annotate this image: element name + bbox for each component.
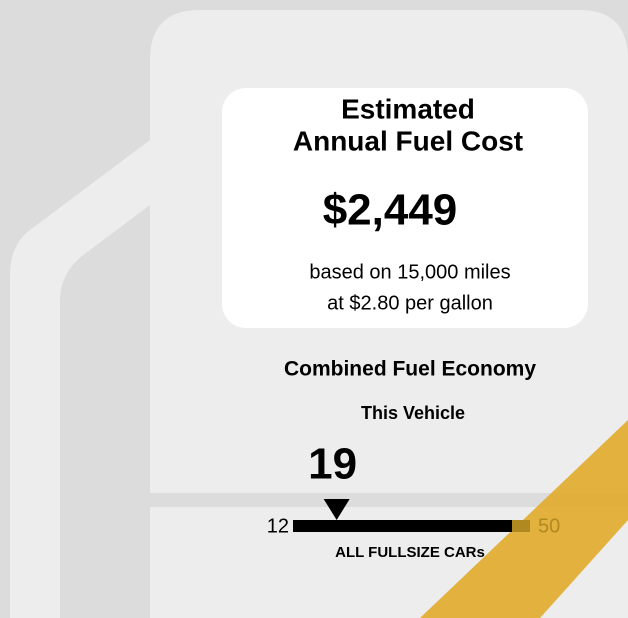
cost-amount: $2,449 <box>323 186 458 235</box>
economy-subtitle: This Vehicle <box>361 403 465 423</box>
scale-bar-end <box>512 520 530 532</box>
page: Estimated Annual Fuel Cost $2,449 based … <box>0 0 628 618</box>
cost-basis: at $2.80 per gallon <box>327 292 493 314</box>
scale-label: ALL FULLSIZE CARs <box>335 544 485 561</box>
economy-title: Combined Fuel Economy <box>284 358 536 381</box>
scale-min: 12 <box>267 515 289 537</box>
scale-max: 50 <box>538 515 560 537</box>
title: Estimated <box>341 93 475 124</box>
title: Annual Fuel Cost <box>293 125 523 156</box>
scale-bar <box>293 520 530 532</box>
fuel-label: Estimated Annual Fuel Cost $2,449 based … <box>0 0 628 618</box>
cost-basis: based on 15,000 miles <box>309 261 510 283</box>
vehicle-mpg: 19 <box>308 440 357 489</box>
